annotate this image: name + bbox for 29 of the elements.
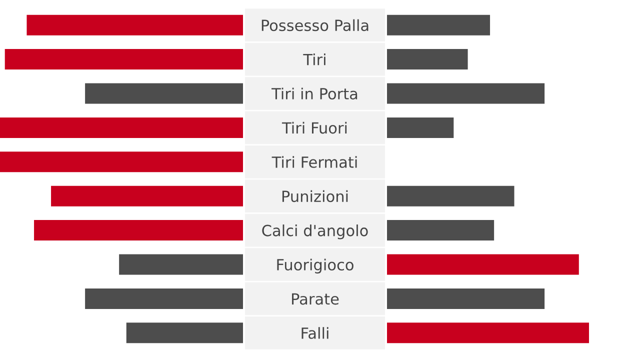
bar bbox=[126, 322, 243, 344]
bar bbox=[4, 49, 243, 70]
bar bbox=[387, 117, 454, 138]
bar bbox=[387, 83, 545, 104]
bar bbox=[85, 288, 243, 309]
bar bbox=[387, 322, 589, 344]
y-tick-label: Calci d'angolo bbox=[262, 224, 368, 240]
bar bbox=[387, 220, 494, 241]
bar bbox=[0, 117, 243, 138]
y-tick-label: Tiri in Porta bbox=[272, 88, 358, 100]
bar bbox=[51, 186, 243, 206]
y-tick-label: Possesso Palla bbox=[262, 19, 368, 32]
bar bbox=[387, 14, 490, 36]
bar bbox=[387, 186, 514, 206]
y-tick-label: Punizioni bbox=[282, 190, 348, 202]
bar bbox=[387, 254, 579, 275]
y-tick-label: Fuorigioco bbox=[277, 258, 354, 274]
y-tick-label: Parate bbox=[292, 293, 339, 305]
bar bbox=[387, 49, 468, 70]
y-tick-label: Falli bbox=[302, 327, 328, 339]
bar bbox=[0, 152, 243, 172]
bar bbox=[26, 14, 243, 36]
y-tick-label: Tiri Fuori bbox=[282, 122, 347, 134]
bar bbox=[119, 254, 243, 275]
y-tick-label: Tiri Fermati bbox=[272, 156, 357, 168]
y-tick-label: Tiri bbox=[303, 53, 326, 66]
bar bbox=[34, 220, 243, 241]
bar bbox=[85, 83, 243, 104]
bar bbox=[387, 288, 545, 309]
